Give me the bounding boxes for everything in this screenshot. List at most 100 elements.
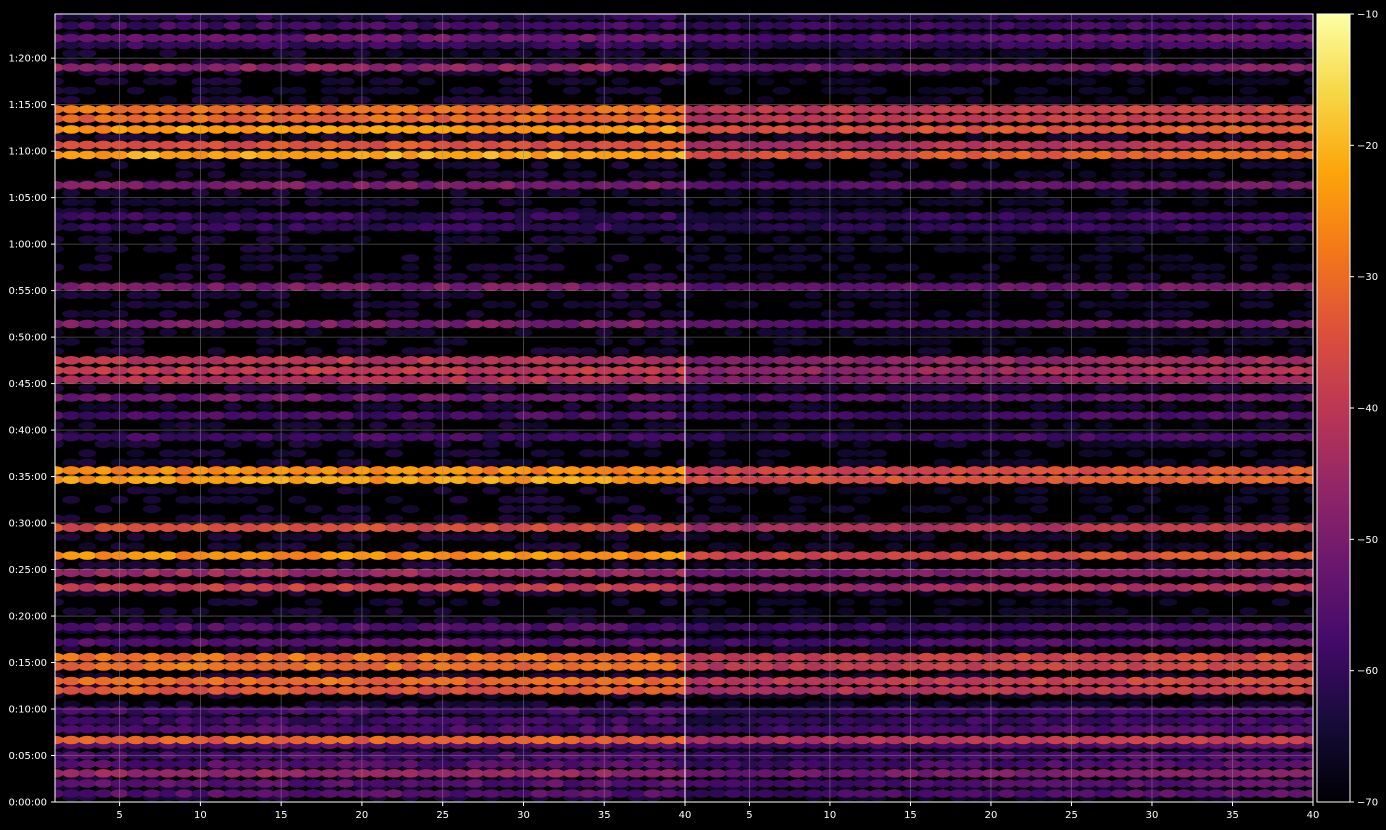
- heatmap-cell: [1191, 235, 1210, 244]
- heatmap-cell: [256, 583, 274, 592]
- heatmap-cell: [627, 114, 646, 123]
- heatmap-cell: [933, 337, 952, 346]
- heatmap-cell: [126, 475, 145, 485]
- heatmap-cell: [94, 114, 113, 123]
- heatmap-cell: [1207, 161, 1226, 170]
- heatmap-cell: [546, 449, 565, 458]
- heatmap-cell: [1046, 198, 1065, 207]
- heatmap-cell: [320, 724, 339, 734]
- heatmap-cell: [627, 644, 646, 653]
- heatmap-cell: [933, 49, 952, 58]
- heatmap-cell: [853, 789, 872, 798]
- heatmap-cell: [126, 676, 145, 686]
- heatmap-cell: [142, 366, 161, 375]
- heatmap-cell: [126, 40, 145, 50]
- heatmap-cell: [530, 759, 549, 769]
- heatmap-cell: [336, 686, 355, 695]
- heatmap-cell: [62, 686, 81, 695]
- heatmap-cell: [126, 686, 145, 695]
- heatmap-cell: [336, 700, 355, 709]
- heatmap-cell: [320, 63, 339, 72]
- heatmap-cell: [482, 676, 501, 686]
- heatmap-cell: [917, 759, 936, 769]
- heatmap-cell: [417, 652, 436, 662]
- heatmap-cell: [385, 716, 404, 725]
- heatmap-cell: [1014, 533, 1033, 541]
- heatmap-cell: [1207, 700, 1226, 709]
- heatmap-cell: [579, 449, 598, 458]
- heatmap-cell: [223, 33, 242, 43]
- heatmap-cell: [94, 568, 113, 577]
- heatmap-cell: [385, 551, 404, 560]
- heatmap-cell: [708, 77, 727, 86]
- heatmap-cell: [385, 33, 404, 43]
- heatmap-cell: [126, 724, 145, 734]
- heatmap-cell: [482, 235, 501, 244]
- heatmap-cell: [530, 486, 549, 495]
- heatmap-cell: [207, 282, 226, 292]
- heatmap-cell: [627, 583, 646, 592]
- heatmap-cell: [385, 150, 404, 160]
- heatmap-cell: [643, 328, 662, 337]
- heatmap-cell: [466, 706, 484, 715]
- heatmap-cell: [62, 282, 81, 292]
- heatmap-cell: [385, 440, 404, 448]
- heatmap-cell: [369, 622, 388, 632]
- heatmap-cell: [401, 40, 420, 50]
- heatmap-cell: [256, 759, 274, 769]
- heatmap-cell: [530, 411, 549, 420]
- heatmap-cell: [1094, 254, 1113, 263]
- heatmap-cell: [756, 263, 775, 272]
- heatmap-cell: [223, 662, 242, 671]
- heatmap-cell: [869, 189, 888, 197]
- heatmap-cell: [1014, 769, 1033, 778]
- heatmap-cell: [55, 150, 64, 160]
- heatmap-cell: [417, 622, 436, 632]
- heatmap-cell: [611, 14, 630, 21]
- heatmap-cell: [1014, 789, 1033, 798]
- heatmap-cell: [320, 161, 339, 170]
- heatmap-cell: [159, 652, 178, 662]
- heatmap-cell: [159, 583, 178, 592]
- heatmap-cell: [546, 291, 565, 300]
- heatmap-cell: [562, 347, 581, 356]
- heatmap-cell: [676, 662, 685, 671]
- heatmap-cell: [562, 86, 581, 95]
- heatmap-cell: [546, 133, 565, 142]
- heatmap-cell: [142, 411, 161, 420]
- heatmap-cell: [1239, 254, 1258, 263]
- heatmap-cell: [401, 616, 420, 625]
- heatmap-cell: [159, 735, 178, 745]
- heatmap-cell: [1126, 86, 1145, 95]
- heatmap-cell: [756, 759, 775, 769]
- heatmap-cell: [239, 789, 258, 798]
- heatmap-cell: [175, 222, 194, 232]
- heatmap-cell: [692, 560, 711, 569]
- heatmap-cell: [498, 263, 517, 272]
- heatmap-cell: [336, 411, 355, 420]
- heatmap-cell: [401, 421, 420, 430]
- heatmap-cell: [223, 676, 242, 686]
- heatmap-cell: [659, 724, 678, 734]
- heatmap-cell: [142, 105, 161, 114]
- heatmap-cell: [546, 638, 565, 647]
- heatmap-cell: [175, 14, 194, 21]
- heatmap-cell: [1255, 779, 1274, 788]
- heatmap-cell: [401, 662, 420, 671]
- heatmap-cell: [1159, 170, 1178, 179]
- heatmap-cell: [498, 735, 517, 745]
- heatmap-cell: [949, 402, 968, 411]
- heatmap-cell: [320, 105, 339, 114]
- heatmap-cell: [949, 384, 968, 393]
- heatmap-cell: [369, 21, 388, 30]
- heatmap-cell: [223, 125, 242, 134]
- heatmap-cell: [1046, 402, 1065, 411]
- heatmap-cell: [55, 735, 64, 745]
- heatmap-cell: [207, 170, 226, 179]
- heatmap-cell: [1239, 244, 1258, 253]
- heatmap-cell: [1239, 86, 1258, 95]
- heatmap-cell: [336, 466, 355, 475]
- heatmap-cell: [562, 63, 581, 72]
- heatmap-cell: [627, 337, 646, 346]
- heatmap-cell: [627, 211, 646, 221]
